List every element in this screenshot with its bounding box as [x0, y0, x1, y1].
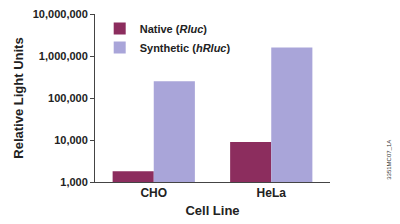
- svg-text:Cell Line: Cell Line: [185, 203, 239, 218]
- svg-text:Native (Rluc): Native (Rluc): [140, 23, 208, 35]
- svg-text:10,000: 10,000: [54, 134, 88, 146]
- svg-text:100,000: 100,000: [48, 92, 88, 104]
- svg-text:Synthetic (hRluc): Synthetic (hRluc): [140, 42, 231, 54]
- svg-text:1,000,000: 1,000,000: [39, 50, 88, 62]
- svg-text:CHO: CHO: [140, 186, 167, 200]
- svg-text:10,000,000: 10,000,000: [33, 8, 88, 20]
- svg-text:3351MC07_1A: 3351MC07_1A: [386, 140, 392, 180]
- svg-text:HeLa: HeLa: [257, 186, 287, 200]
- svg-text:1,000: 1,000: [60, 176, 88, 188]
- svg-text:Relative Light Units: Relative Light Units: [11, 37, 26, 158]
